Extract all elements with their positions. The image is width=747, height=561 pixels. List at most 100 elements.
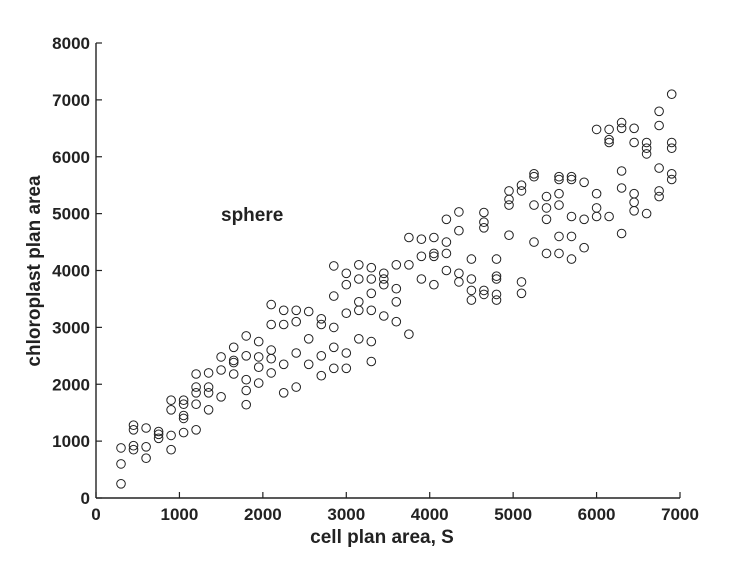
data-point <box>566 254 577 264</box>
data-point <box>291 348 302 358</box>
data-point <box>529 171 539 182</box>
data-point <box>604 124 614 135</box>
data-point <box>141 453 151 464</box>
data-point <box>191 382 201 392</box>
x-tick-label: 7000 <box>661 505 699 524</box>
data-point <box>479 289 489 300</box>
data-point <box>666 89 677 99</box>
data-point <box>366 305 377 316</box>
data-point <box>116 459 126 469</box>
data-point <box>429 232 439 243</box>
data-point <box>303 334 314 344</box>
data-point <box>441 237 452 247</box>
data-point <box>566 231 577 242</box>
data-point <box>178 413 189 424</box>
data-point <box>379 311 389 321</box>
y-tick-label: 0 <box>81 489 90 508</box>
data-point <box>641 149 652 159</box>
data-point <box>178 399 189 410</box>
data-point <box>516 180 527 190</box>
data-point <box>266 319 277 330</box>
data-point <box>529 237 539 247</box>
y-tick-label: 3000 <box>52 318 90 337</box>
data-point <box>354 334 364 344</box>
data-point <box>554 174 564 185</box>
data-point <box>466 295 477 305</box>
y-axis-title: chloroplast plan area <box>24 175 45 367</box>
data-point <box>316 314 327 324</box>
data-point <box>266 299 277 310</box>
data-point <box>479 285 489 296</box>
data-point <box>666 143 677 153</box>
data-point <box>366 262 377 273</box>
data-point <box>541 248 552 259</box>
data-point <box>291 382 302 392</box>
data-point <box>203 382 214 392</box>
data-point <box>591 124 602 135</box>
data-point <box>516 277 527 287</box>
data-point <box>216 352 226 362</box>
data-point <box>454 277 464 287</box>
data-point <box>128 425 139 435</box>
x-tick-label: 4000 <box>411 505 449 524</box>
data-point <box>303 359 314 370</box>
data-point <box>429 279 439 290</box>
data-point <box>591 211 602 222</box>
data-point <box>303 306 314 317</box>
data-point <box>429 251 439 262</box>
data-point <box>404 232 414 243</box>
data-point <box>591 203 602 213</box>
data-point <box>654 163 664 173</box>
data-point <box>654 106 664 117</box>
data-point <box>166 405 176 415</box>
data-point <box>616 117 627 128</box>
data-point <box>404 329 414 340</box>
data-point <box>366 336 377 347</box>
data-point <box>541 203 552 213</box>
data-point <box>616 123 627 134</box>
data-point <box>604 211 614 222</box>
data-point <box>516 288 527 299</box>
data-point <box>541 191 552 202</box>
data-point <box>554 248 564 259</box>
data-point <box>278 359 289 370</box>
data-point <box>329 342 339 353</box>
data-point <box>466 274 477 284</box>
data-point <box>291 316 302 327</box>
y-tick-label: 4000 <box>52 262 90 281</box>
data-point <box>491 289 502 300</box>
data-point <box>466 254 477 264</box>
data-point <box>341 363 352 374</box>
data-point <box>329 322 339 333</box>
data-point <box>566 171 577 182</box>
data-point <box>554 200 564 210</box>
data-point <box>241 374 251 385</box>
data-point <box>354 260 364 270</box>
data-point <box>253 362 264 373</box>
data-point <box>216 365 226 375</box>
axes <box>95 43 680 499</box>
data-point <box>266 353 277 364</box>
data-point <box>278 319 289 330</box>
data-point <box>579 177 589 188</box>
x-tick-label: 2000 <box>244 505 282 524</box>
data-point <box>329 291 339 301</box>
data-points <box>116 89 677 489</box>
x-axis-title: cell plan area, S <box>310 527 454 548</box>
data-point <box>391 297 402 307</box>
data-point <box>341 348 352 358</box>
data-point <box>316 319 327 330</box>
data-point <box>354 305 364 316</box>
x-axis-ticks: 0 1000 2000 3000 4000 5000 6000 7000 <box>91 492 699 524</box>
data-point <box>366 274 377 284</box>
data-point <box>316 351 327 361</box>
data-point <box>416 234 427 244</box>
data-point <box>516 186 527 196</box>
data-point <box>466 285 477 296</box>
data-point <box>241 385 251 396</box>
data-point <box>329 261 339 271</box>
data-point <box>566 174 577 185</box>
data-point <box>153 426 164 437</box>
data-point <box>504 194 514 205</box>
data-point <box>379 268 389 279</box>
